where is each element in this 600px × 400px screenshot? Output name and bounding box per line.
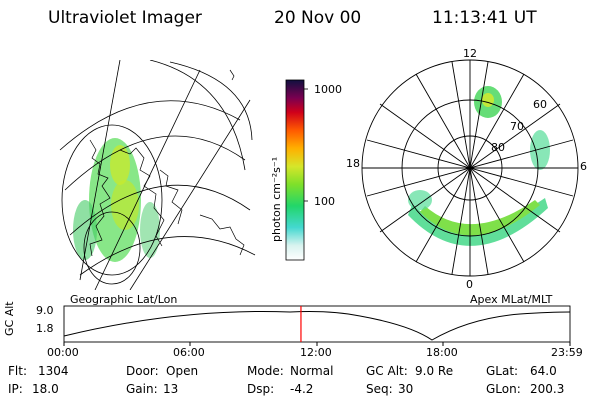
x-tick-1200: 12:00 <box>300 346 332 359</box>
app-title: Ultraviolet Imager <box>48 8 202 28</box>
x-tick-0600: 06:00 <box>173 346 205 359</box>
x-tick-0000: 00:00 <box>47 346 79 359</box>
mode-label: Mode: <box>247 364 284 378</box>
ip-value: 18.0 <box>32 382 59 396</box>
mlt-label-12: 12 <box>463 47 477 60</box>
seq-label: Seq: <box>366 382 393 396</box>
colorbar-tick-1000: 1000 <box>314 83 342 96</box>
mlt-label-0: 0 <box>466 278 473 291</box>
mlt-label-18: 18 <box>346 157 360 170</box>
colorbar-unit-label: photon cm⁻²s⁻¹ <box>270 156 283 242</box>
flt-label: Flt: <box>8 364 27 378</box>
glat-value: 64.0 <box>530 364 557 378</box>
glon-value: 200.3 <box>530 382 565 396</box>
x-tick-2359: 23:59 <box>551 346 583 359</box>
altitude-strip <box>63 305 571 346</box>
gain-label: Gain: <box>126 382 158 396</box>
glon-label: GLon: <box>486 382 521 396</box>
door-value: Open <box>166 364 199 378</box>
glat-label: GLat: <box>486 364 519 378</box>
apex-polar-plot <box>361 59 579 277</box>
mlat-label-70: 70 <box>510 120 524 133</box>
geographic-map <box>59 60 256 290</box>
altitude-ylabel: GC Alt <box>3 301 16 336</box>
colorbar <box>285 79 305 261</box>
ip-label: IP: <box>8 382 23 396</box>
geo-panel-label: Geographic Lat/Lon <box>70 293 178 306</box>
x-tick-1800: 18:00 <box>426 346 458 359</box>
altitude-ytick-1-8: 1.8 <box>36 322 54 335</box>
colorbar-tick-100: 100 <box>314 195 335 208</box>
door-label: Door: <box>126 364 159 378</box>
mlat-label-60: 60 <box>533 98 547 111</box>
time-label: 11:13:41 UT <box>432 8 537 28</box>
seq-value: 30 <box>398 382 414 396</box>
mlat-label-80: 80 <box>491 141 505 154</box>
dsp-label: Dsp: <box>247 382 275 396</box>
apex-panel-label: Apex MLat/MLT <box>470 293 553 306</box>
gain-value: 13 <box>163 382 179 396</box>
auroral-emission-geo <box>73 138 160 262</box>
altitude-ytick-9: 9.0 <box>36 304 54 317</box>
mlt-label-6: 6 <box>580 160 587 173</box>
gcalt-value: 9.0 Re <box>415 364 454 378</box>
date-label: 20 Nov 00 <box>274 8 362 28</box>
flt-value: 1304 <box>38 364 69 378</box>
gcalt-label: GC Alt: <box>366 364 408 378</box>
dsp-value: -4.2 <box>290 382 314 396</box>
mode-value: Normal <box>290 364 334 378</box>
